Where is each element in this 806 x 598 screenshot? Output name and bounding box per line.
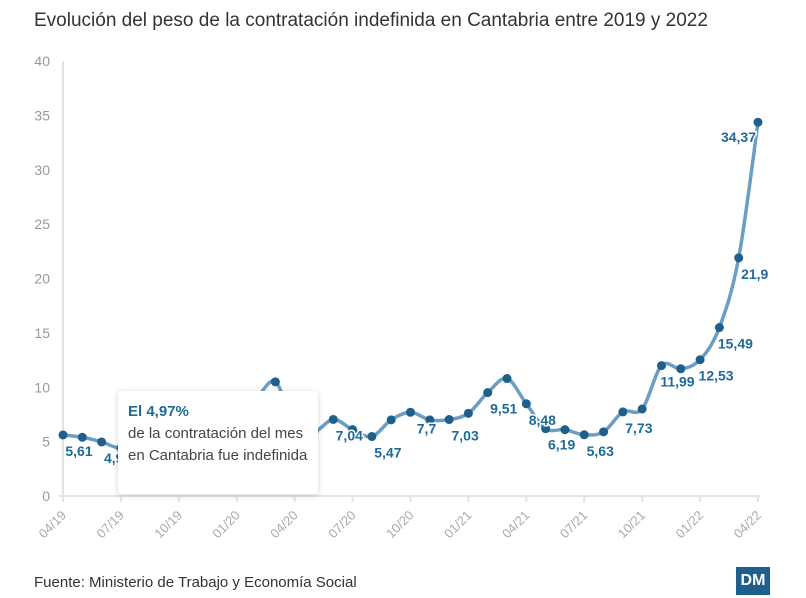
x-tick-label: 10/21	[615, 508, 649, 542]
data-point	[618, 407, 628, 417]
data-point	[483, 388, 493, 398]
data-point	[560, 425, 570, 435]
x-tick-label: 01/20	[209, 508, 243, 542]
data-label: 34,37	[721, 129, 756, 145]
data-label: 6,19	[548, 437, 575, 453]
data-point	[77, 432, 87, 442]
data-point	[502, 374, 512, 384]
x-tick-label: 07/19	[93, 508, 127, 542]
x-tick-label: 07/20	[325, 508, 359, 542]
x-tick-label: 04/20	[267, 508, 301, 542]
chart-title: Evolución del peso de la contratación in…	[34, 10, 708, 31]
data-label: 5,47	[374, 445, 401, 461]
data-point	[270, 377, 280, 387]
data-label: 7,03	[451, 428, 478, 444]
y-tick-label: 0	[42, 488, 50, 504]
y-tick-label: 5	[42, 434, 50, 450]
dm-logo: DM	[736, 567, 770, 595]
x-tick-label: 04/19	[36, 508, 70, 542]
y-tick-label: 30	[34, 162, 50, 178]
x-tick-label: 10/19	[151, 508, 185, 542]
x-tick-label: 10/20	[383, 508, 417, 542]
data-label: 12,53	[699, 368, 734, 384]
data-point	[521, 399, 531, 409]
tooltip-text: de la contratación del mes en Cantabria …	[128, 425, 308, 464]
data-label: 21,9	[741, 266, 768, 282]
x-tick-label: 07/21	[557, 508, 591, 542]
data-point	[695, 355, 705, 365]
x-tick-label: 01/21	[441, 508, 475, 542]
data-point	[656, 361, 666, 371]
data-point	[599, 427, 609, 437]
data-point	[97, 437, 107, 447]
data-label: 8,48	[529, 412, 556, 428]
data-label: 9,51	[490, 401, 517, 417]
y-tick-label: 20	[34, 271, 50, 287]
data-point	[444, 415, 454, 425]
data-point	[463, 408, 473, 418]
data-point	[367, 432, 377, 442]
y-tick-label: 35	[34, 107, 50, 123]
data-label: 5,61	[65, 443, 92, 459]
data-point	[579, 430, 589, 440]
y-tick-label: 15	[34, 325, 50, 341]
data-point	[541, 424, 551, 434]
data-point	[734, 253, 744, 263]
data-label: 7,7	[417, 420, 437, 436]
data-point	[714, 323, 724, 333]
tooltip: El 4,97% de la contratación del mes en Ca…	[118, 391, 318, 494]
data-label: 7,04	[336, 427, 363, 443]
data-point	[637, 404, 647, 414]
y-tick-label: 10	[34, 379, 50, 395]
y-tick-label: 25	[34, 216, 50, 232]
data-point	[58, 430, 68, 440]
tooltip-value: El 4,97%	[128, 403, 189, 420]
data-point	[753, 117, 763, 127]
x-tick-label: 04/21	[499, 508, 533, 542]
data-point	[676, 364, 686, 374]
data-point	[328, 414, 338, 424]
x-tick-label: 01/22	[673, 508, 707, 542]
y-tick-label: 40	[34, 53, 50, 69]
data-label: 5,63	[587, 443, 614, 459]
data-point	[348, 425, 358, 435]
x-tick-label: 04/22	[731, 508, 765, 542]
data-point	[425, 415, 435, 425]
data-label: 7,73	[625, 420, 652, 436]
data-label: 11,99	[660, 374, 694, 390]
source-note: Fuente: Ministerio de Trabajo y Economía…	[34, 574, 357, 591]
data-point	[386, 415, 396, 425]
data-label: 15,49	[718, 336, 753, 352]
data-point	[406, 407, 415, 417]
